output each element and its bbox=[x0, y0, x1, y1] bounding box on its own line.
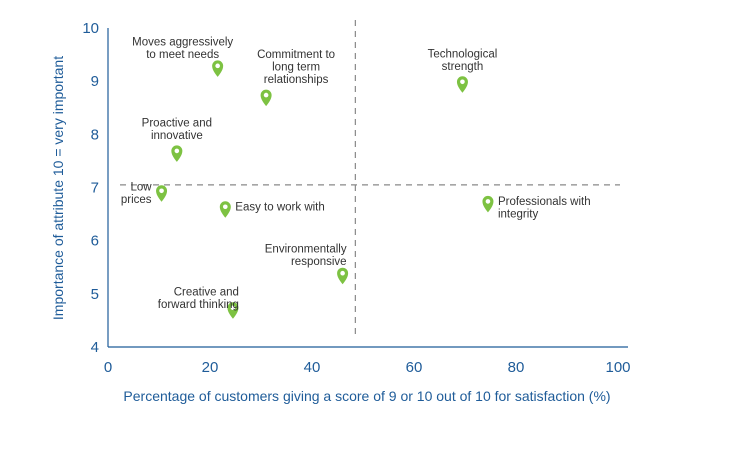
pin-hole bbox=[215, 63, 220, 69]
pin-marker-icon bbox=[156, 185, 168, 202]
data-point-label: strength bbox=[442, 61, 484, 73]
x-tick-label: 20 bbox=[202, 359, 219, 376]
x-tick-label: 0 bbox=[104, 359, 112, 376]
pin-marker-icon bbox=[260, 89, 272, 107]
y-tick-label: 7 bbox=[91, 180, 99, 197]
pin-hole bbox=[223, 204, 228, 210]
x-tick-label: 100 bbox=[605, 359, 630, 376]
pin-marker-icon bbox=[171, 145, 183, 162]
y-tick-label: 5 bbox=[91, 286, 99, 303]
pin-hole bbox=[159, 188, 164, 194]
data-point-label: to meet needs bbox=[146, 49, 219, 61]
data-point-label: long term bbox=[272, 62, 320, 74]
y-tick-labels: 4 5 6 7 8 9 10 bbox=[82, 20, 99, 356]
pin-hole bbox=[174, 148, 180, 154]
data-point-label: Moves aggressively bbox=[132, 36, 233, 48]
y-tick-label: 4 bbox=[91, 339, 99, 356]
data-point-label: Professionals with bbox=[498, 196, 591, 208]
y-tick-label: 9 bbox=[91, 73, 99, 90]
data-point-label: Environmentally bbox=[265, 244, 347, 256]
data-point-label: integrity bbox=[498, 208, 539, 220]
data-point-label: Commitment to bbox=[257, 49, 335, 61]
pin-marker-icon bbox=[219, 201, 231, 218]
data-point-label: relationships bbox=[264, 74, 329, 86]
pin-hole bbox=[263, 92, 269, 98]
pin-marker-icon bbox=[482, 195, 494, 213]
axes bbox=[107, 28, 628, 348]
y-axis-title: Importance of attribute 10 = very import… bbox=[50, 56, 66, 320]
y-tick-label: 10 bbox=[82, 20, 99, 37]
data-point-label: prices bbox=[121, 194, 152, 206]
y-tick-label: 8 bbox=[91, 126, 99, 143]
data-point-label: Proactive and bbox=[142, 117, 212, 129]
data-point: Easy to work with bbox=[219, 201, 325, 218]
data-point-label: forward thinking bbox=[158, 299, 239, 311]
x-tick-label: 60 bbox=[406, 359, 423, 376]
pin-marker-icon bbox=[227, 302, 239, 319]
data-point-label: responsive bbox=[291, 256, 347, 268]
x-axis-title: Percentage of customers giving a score o… bbox=[123, 388, 610, 404]
data-point-label: innovative bbox=[151, 130, 203, 142]
pin-hole bbox=[485, 199, 491, 204]
x-tick-label: 80 bbox=[508, 359, 525, 376]
pin-hole bbox=[230, 305, 236, 311]
pin-marker-icon bbox=[456, 76, 468, 93]
reference-lines bbox=[120, 20, 620, 337]
data-point-label: Technological bbox=[428, 48, 498, 60]
pin-marker-icon bbox=[337, 267, 349, 285]
y-tick-label: 6 bbox=[91, 233, 99, 250]
pin-hole bbox=[340, 270, 345, 276]
data-point-label: Creative and bbox=[174, 286, 239, 298]
data-point-label: Low bbox=[130, 181, 152, 193]
pin-hole bbox=[460, 79, 465, 85]
x-tick-label: 40 bbox=[304, 359, 321, 376]
pin-marker-icon bbox=[212, 60, 224, 77]
x-tick-labels: 0 20 40 60 80 100 bbox=[104, 359, 631, 376]
data-point-label: Easy to work with bbox=[235, 202, 324, 214]
